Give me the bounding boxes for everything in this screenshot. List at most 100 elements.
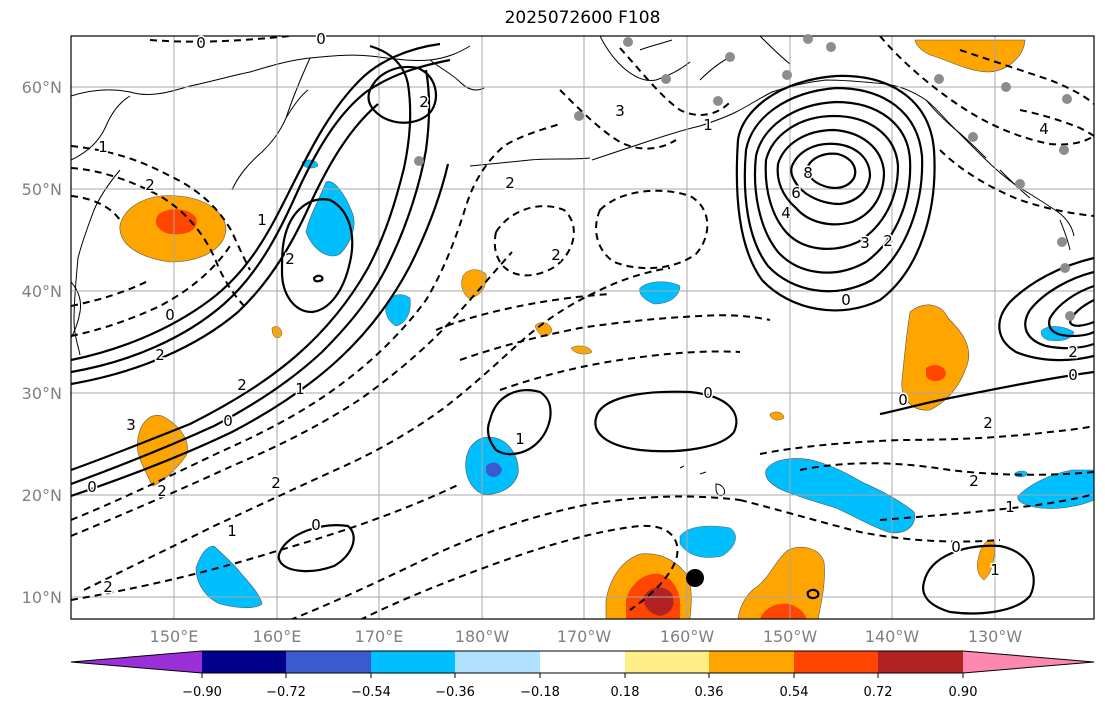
colorbar-extend-min [71, 651, 202, 673]
contour-label: 2 [1068, 343, 1078, 361]
contour-line [71, 167, 249, 311]
station-marker [414, 156, 424, 166]
contour-label: 6 [791, 184, 801, 202]
colorbar-segment [878, 651, 963, 673]
negative-anomaly-region [305, 181, 355, 257]
colorbar-segment [625, 651, 709, 673]
positive-anomaly-core [760, 603, 806, 619]
colorbar-tick-label: −0.72 [266, 685, 306, 700]
contour-line [806, 152, 857, 189]
contour-label: 0 [311, 516, 321, 534]
colorbar-tick-label: 0.54 [780, 685, 809, 700]
station-marker [1059, 145, 1069, 155]
contour-label: 0 [87, 478, 97, 496]
lon-label: 150°W [763, 627, 818, 646]
station-marker [713, 96, 723, 106]
coastline-japan [71, 281, 81, 339]
lon-label: 170°W [557, 627, 612, 646]
station-markers [414, 34, 1075, 321]
lon-label: 150°E [150, 627, 199, 646]
contour-line [71, 163, 450, 498]
contour-label: 0 [841, 291, 851, 309]
contour-label: 0 [1068, 366, 1078, 384]
contour-line [493, 205, 575, 277]
negative-anomaly-core [486, 462, 502, 478]
contour-line [735, 74, 936, 312]
contour-line [71, 103, 379, 386]
positive-anomaly-region [737, 547, 825, 619]
colorbar-tick-label: −0.36 [435, 685, 475, 700]
contour-label: 1 [227, 522, 237, 540]
contour-line [486, 389, 552, 456]
station-marker [934, 74, 944, 84]
contour-line [764, 114, 900, 250]
contour-label: 2 [237, 376, 247, 394]
contour-label: 2 [155, 346, 165, 364]
colorbar-segment [794, 651, 878, 673]
lon-label: 170°E [355, 627, 404, 646]
lat-labels: 60°N 50°N 40°N 30°N 20°N 10°N [22, 78, 62, 607]
contour-line [1024, 270, 1094, 350]
contour-line [83, 267, 671, 591]
contour-line [71, 483, 461, 601]
colorbar-segment [540, 651, 625, 673]
contour-line [71, 145, 251, 271]
contour-label: 1 [1005, 498, 1015, 516]
contour-label: 1 [703, 116, 713, 134]
contour-label: 4 [1039, 120, 1049, 138]
station-marker [826, 42, 836, 52]
coastline-bc [925, 99, 1071, 251]
lon-label: 180°W [455, 627, 510, 646]
contour-line [753, 100, 912, 274]
contour-label: 0 [196, 34, 206, 52]
positive-anomaly-spot [570, 345, 593, 355]
contour-label: 1 [98, 138, 108, 156]
lat-label: 50°N [22, 180, 62, 199]
contour-label: 1 [990, 561, 1000, 579]
contour-line [743, 86, 924, 293]
contour-label: 0 [316, 30, 326, 48]
contour-line [459, 314, 771, 361]
negative-anomaly-spot [385, 294, 411, 327]
contour-line [799, 462, 1094, 476]
station-marker [782, 70, 792, 80]
lon-label: 140°W [865, 627, 920, 646]
contour-label: 4 [781, 204, 791, 222]
contour-line [312, 274, 324, 283]
contour-line [739, 499, 1001, 543]
contour-label: 2 [883, 232, 893, 250]
station-marker [1015, 179, 1025, 189]
coastline-chukotka [429, 59, 485, 91]
lon-label: 160°W [660, 627, 715, 646]
contour-line [959, 49, 1094, 105]
contour-line [790, 142, 872, 206]
station-marker [661, 74, 671, 84]
coastline-hawaii [679, 465, 725, 497]
contour-line [280, 198, 354, 314]
contour-label: 0 [951, 538, 961, 556]
negative-anomaly-spot [679, 525, 736, 558]
contour-label: 0 [165, 306, 175, 324]
colorbar-tick-label: 0.90 [949, 685, 978, 700]
colorbar-tick-label: 0.72 [864, 685, 893, 700]
contour-label: 2 [551, 246, 561, 264]
contour-line [759, 425, 1094, 455]
contour-line [71, 44, 412, 472]
contour-line [277, 524, 355, 573]
contour-label: 0 [703, 384, 713, 402]
station-marker [725, 52, 735, 62]
colorbar-tick-label: 0.36 [695, 685, 724, 700]
contour-line [289, 495, 741, 619]
lon-label: 160°E [253, 627, 302, 646]
contour-line [71, 245, 231, 337]
contour-line [559, 89, 677, 150]
contour-label: 2 [969, 472, 979, 490]
contour-line [149, 36, 291, 43]
negative-contours [71, 36, 1094, 619]
contour-label: 1 [295, 380, 305, 398]
station-marker [574, 111, 584, 121]
contour-label: 0 [223, 412, 233, 430]
contour-line [939, 149, 1094, 217]
